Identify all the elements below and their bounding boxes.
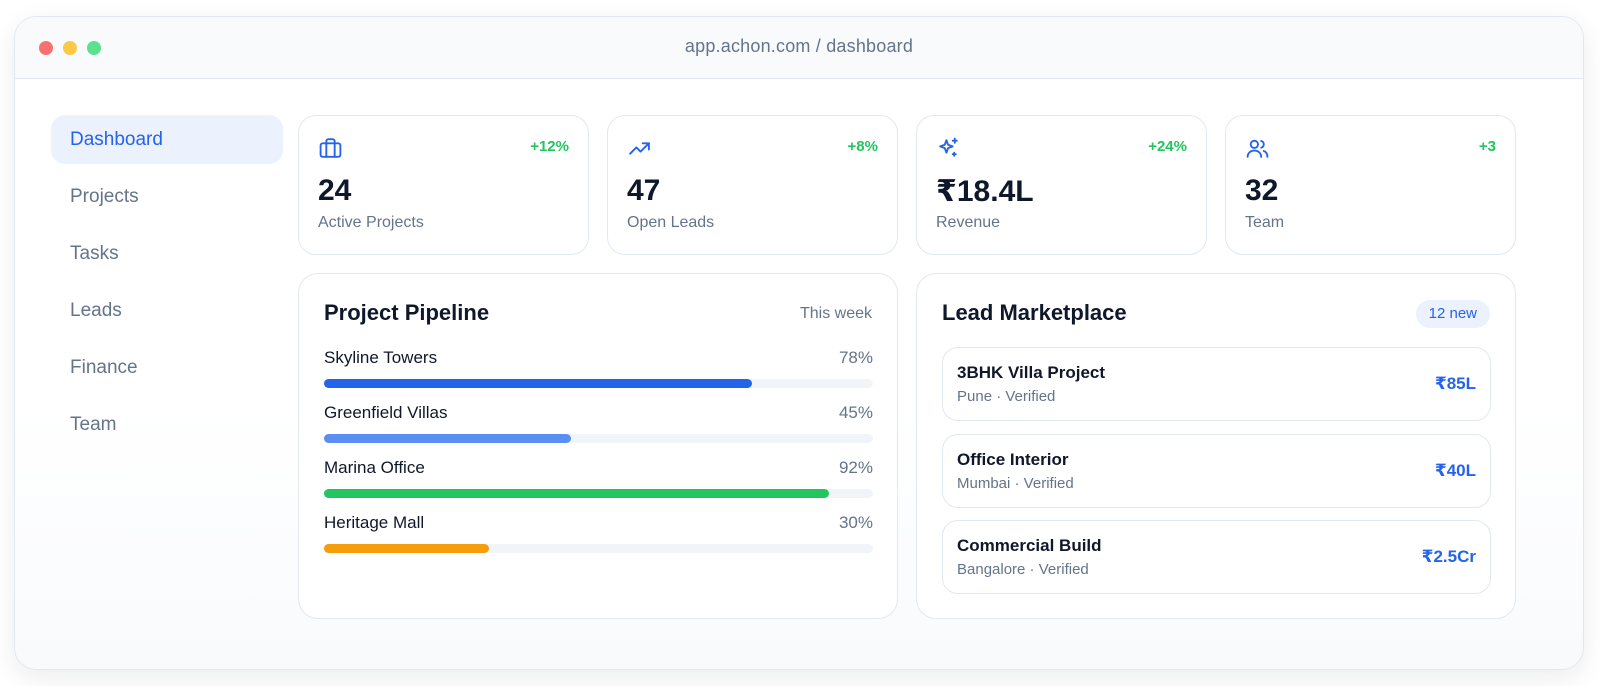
- stat-label: Active Projects: [318, 214, 424, 231]
- sidebar-item-team[interactable]: Team: [70, 414, 117, 435]
- project-percent: 30%: [838, 513, 873, 532]
- project-name: Heritage Mall: [324, 513, 425, 532]
- project-name: Skyline Towers: [324, 348, 438, 367]
- stat-delta: +24%: [1148, 138, 1187, 155]
- lead-meta: Mumbai · Verified: [957, 475, 1074, 492]
- pipeline-row[interactable]: Skyline Towers 78%: [324, 348, 873, 398]
- sidebar-item-dashboard[interactable]: Dashboard: [51, 115, 283, 164]
- stat-value: ₹18.4L: [936, 175, 1034, 208]
- pipeline-row[interactable]: Heritage Mall 30%: [324, 513, 873, 563]
- trending-up-icon: [629, 142, 650, 155]
- maximize-window-button[interactable]: [87, 41, 101, 55]
- sparkles-icon: [939, 137, 958, 157]
- stat-label: Team: [1245, 214, 1285, 231]
- sidebar-item-finance[interactable]: Finance: [70, 357, 138, 378]
- lead-card[interactable]: Office Interior Mumbai · Verified ₹40L: [942, 434, 1491, 508]
- stat-card-revenue[interactable]: +24% ₹18.4L Revenue: [916, 115, 1207, 255]
- stat-label: Revenue: [936, 214, 1001, 231]
- lead-name: 3BHK Villa Project: [957, 363, 1106, 382]
- sidebar-item-projects[interactable]: Projects: [70, 186, 139, 207]
- stat-delta: +12%: [530, 138, 569, 155]
- new-leads-badge: 12 new: [1415, 300, 1490, 328]
- lead-price: ₹40L: [1434, 461, 1476, 480]
- close-window-button[interactable]: [39, 41, 53, 55]
- project-percent: 45%: [838, 403, 873, 422]
- panel-title: Project Pipeline: [324, 300, 490, 325]
- sidebar-nav: Dashboard Projects Tasks Leads Finance T…: [51, 115, 283, 457]
- stat-card-active-projects[interactable]: +12% 24 Active Projects: [298, 115, 589, 255]
- stat-delta: +3: [1478, 138, 1496, 155]
- lead-card[interactable]: 3BHK Villa Project Pune · Verified ₹85L: [942, 347, 1491, 421]
- progress-fill: [324, 544, 489, 553]
- progress-fill: [324, 489, 830, 498]
- lead-price: ₹85L: [1434, 374, 1476, 393]
- project-pipeline-panel: Project Pipeline This week Skyline Tower…: [298, 273, 898, 619]
- lead-price: ₹2.5Cr: [1421, 547, 1476, 566]
- project-percent: 92%: [838, 458, 873, 477]
- stat-value: 24: [318, 174, 352, 207]
- browser-window: app.achon.com / dashboard Dashboard Proj…: [14, 16, 1584, 670]
- stat-card-team[interactable]: +3 32 Team: [1225, 115, 1516, 255]
- progress-fill: [324, 434, 572, 443]
- pipeline-row[interactable]: Greenfield Villas 45%: [324, 403, 873, 453]
- stat-value: 32: [1245, 174, 1279, 207]
- progress-fill: [324, 379, 753, 388]
- progress-track: [324, 544, 873, 553]
- sidebar-item-leads[interactable]: Leads: [70, 300, 122, 321]
- stat-label: Open Leads: [627, 214, 715, 231]
- lead-card[interactable]: Commercial Build Bangalore · Verified ₹2…: [942, 520, 1491, 594]
- pipeline-row[interactable]: Marina Office 92%: [324, 458, 873, 508]
- panel-title: Lead Marketplace: [942, 300, 1127, 325]
- briefcase-icon: [319, 138, 342, 158]
- lead-marketplace-panel: Lead Marketplace 12 new 3BHK Villa Proje…: [916, 273, 1516, 619]
- address-bar-url[interactable]: app.achon.com / dashboard: [684, 36, 914, 56]
- stat-delta: +8%: [847, 138, 878, 155]
- project-name: Greenfield Villas: [324, 403, 448, 422]
- minimize-window-button[interactable]: [63, 41, 77, 55]
- lead-meta: Pune · Verified: [957, 388, 1056, 405]
- period-filter[interactable]: This week: [799, 305, 872, 322]
- sidebar-item-tasks[interactable]: Tasks: [70, 243, 119, 264]
- lead-meta: Bangalore · Verified: [957, 561, 1089, 578]
- stat-value: 47: [627, 174, 661, 207]
- project-percent: 78%: [838, 348, 873, 367]
- users-icon: [1246, 139, 1269, 158]
- title-bar: app.achon.com / dashboard: [15, 17, 1583, 79]
- progress-track: [324, 379, 873, 388]
- lead-name: Commercial Build: [957, 536, 1102, 555]
- lead-name: Office Interior: [957, 450, 1069, 469]
- stat-card-open-leads[interactable]: +8% 47 Open Leads: [607, 115, 898, 255]
- progress-track: [324, 434, 873, 443]
- progress-track: [324, 489, 873, 498]
- project-name: Marina Office: [324, 458, 425, 477]
